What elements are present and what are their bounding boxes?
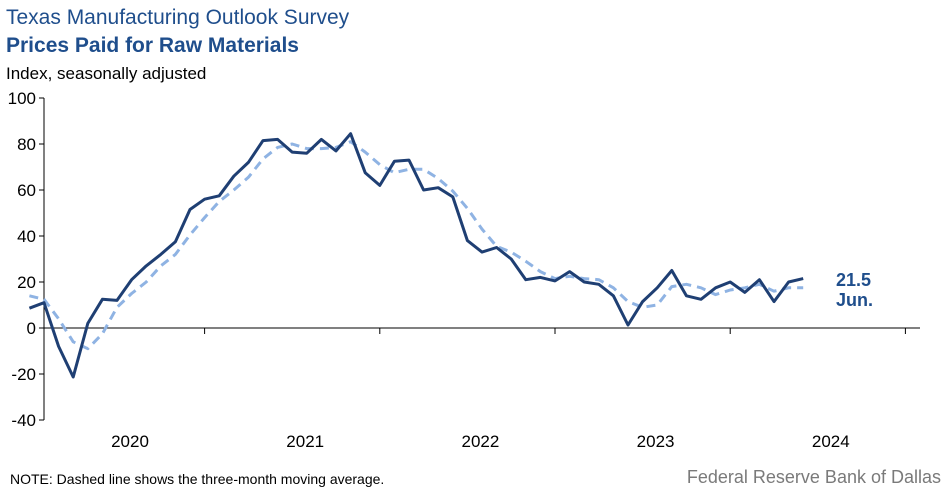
y-axis-units-label: Index, seasonally adjusted	[6, 64, 207, 83]
y-tick-label: 20	[17, 273, 36, 292]
y-tick-label: 60	[17, 181, 36, 200]
end-annotation: 21.5 Jun.	[836, 270, 873, 310]
y-tick-label: 0	[27, 319, 36, 338]
y-tick-label: -40	[11, 411, 36, 430]
moving-average-line	[29, 140, 804, 351]
x-year-label: 2024	[812, 432, 850, 451]
source-credit: Federal Reserve Bank of Dallas	[686, 467, 941, 487]
chart-survey-title: Texas Manufacturing Outlook Survey	[6, 6, 350, 29]
chart-series	[28, 132, 804, 379]
chart-title: Prices Paid for Raw Materials	[6, 34, 299, 57]
latest-month-label: Jun.	[836, 290, 873, 310]
x-year-label: 2020	[111, 432, 149, 451]
x-year-label: 2022	[461, 432, 499, 451]
y-tick-labels: -40 -20 0 20 40 60 80 100	[8, 89, 44, 430]
footnote: NOTE: Dashed line shows the three-month …	[10, 471, 385, 487]
x-year-label: 2021	[286, 432, 324, 451]
y-tick-label: 80	[17, 135, 36, 154]
y-tick-label: 100	[8, 89, 36, 108]
x-year-labels: 2020 2021 2022 2023 2024	[111, 328, 906, 451]
latest-value-label: 21.5	[836, 270, 871, 290]
y-tick-label: 40	[17, 227, 36, 246]
index-line	[28, 132, 804, 379]
y-tick-label: -20	[11, 365, 36, 384]
x-year-label: 2023	[637, 432, 675, 451]
chart-axes	[43, 98, 920, 420]
